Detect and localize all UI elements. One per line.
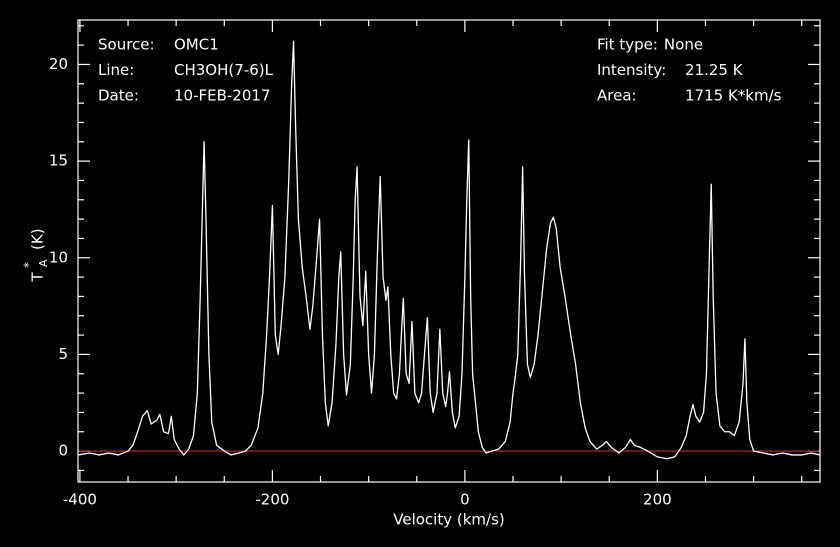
- annotation-label: Source:: [98, 36, 155, 54]
- x-tick-label: -400: [63, 491, 97, 509]
- annotation-label: Date:: [98, 87, 139, 105]
- y-label-unit: (K): [29, 228, 47, 250]
- x-tick-label: 0: [460, 491, 470, 509]
- annotation-value: OMC1: [174, 36, 219, 54]
- y-tick-label: 0: [58, 442, 68, 460]
- annotation-label: Fit type:: [597, 36, 658, 54]
- x-tick-label: -200: [255, 491, 289, 509]
- spectrum-line: [77, 40, 821, 460]
- annotation-label: Line:: [98, 61, 134, 79]
- annotation-value: 10-FEB-2017: [174, 87, 270, 105]
- annotation-label: Intensity:: [597, 61, 666, 79]
- annotation-value: 21.25 K: [685, 61, 744, 79]
- annotation-label: Area:: [597, 87, 637, 105]
- annotation-value: None: [664, 36, 703, 54]
- annotation-value: 1715 K*km/s: [685, 87, 782, 105]
- y-tick-label: 5: [58, 345, 68, 363]
- y-tick-label: 20: [49, 55, 68, 73]
- y-label-sub: A: [37, 259, 50, 267]
- y-tick-label: 15: [49, 152, 68, 170]
- y-tick-label: 10: [49, 248, 68, 266]
- annotation-value: CH3OH(7-6)L: [174, 61, 274, 79]
- x-axis-label: Velocity (km/s): [393, 511, 504, 529]
- y-label-sup: *: [22, 262, 36, 268]
- x-tick-label: 200: [643, 491, 672, 509]
- plot-frame: [77, 19, 821, 483]
- y-label-base: T: [29, 272, 47, 283]
- y-axis-label: T A * (K): [22, 228, 51, 282]
